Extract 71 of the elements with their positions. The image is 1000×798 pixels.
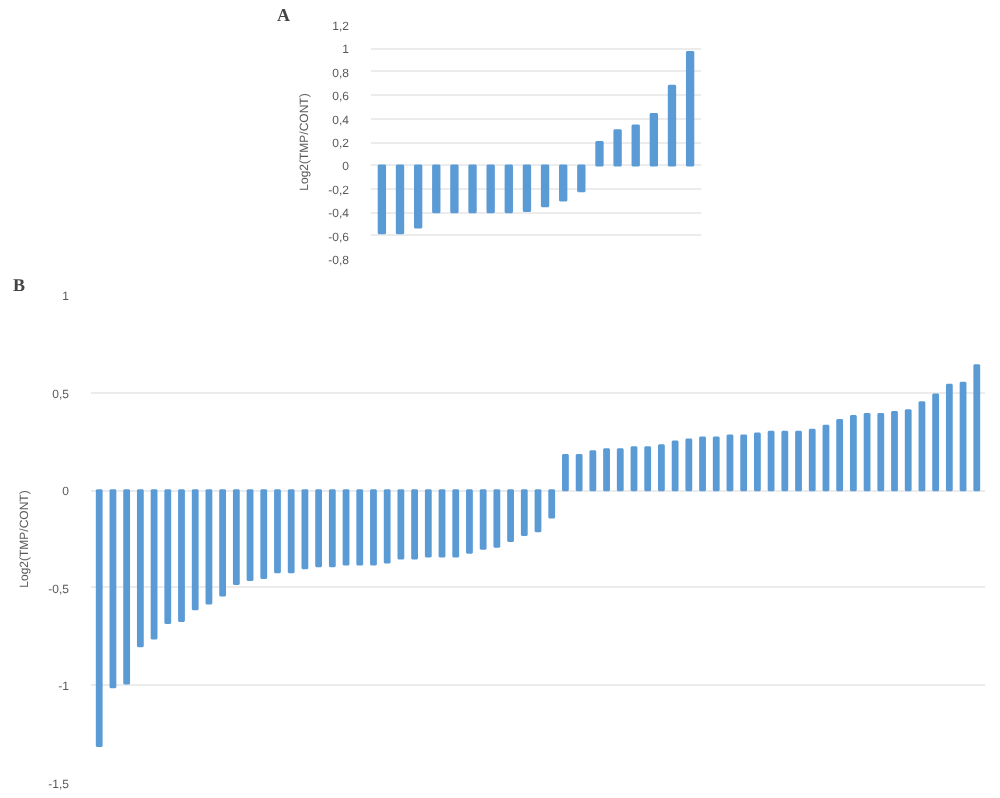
bar <box>795 430 802 492</box>
bar <box>356 489 364 566</box>
bar <box>849 415 857 492</box>
bar <box>413 164 423 229</box>
bar <box>397 489 405 560</box>
bar <box>383 489 391 564</box>
bar <box>699 436 706 492</box>
bar <box>432 164 441 214</box>
bar <box>595 141 604 167</box>
bar <box>411 489 418 560</box>
bar <box>287 489 295 574</box>
bar <box>836 418 844 492</box>
bar <box>548 489 556 519</box>
bar <box>685 50 695 167</box>
bar <box>877 413 885 492</box>
bar <box>671 440 679 492</box>
bar <box>932 393 940 492</box>
bar <box>219 489 227 597</box>
bar <box>452 489 460 558</box>
bar <box>973 364 981 492</box>
bar <box>274 489 281 574</box>
bar <box>808 428 816 492</box>
bar <box>589 450 597 492</box>
bar <box>603 448 610 492</box>
bar <box>164 489 172 624</box>
bar <box>178 489 185 622</box>
bar <box>450 164 459 214</box>
bar <box>644 446 652 492</box>
bar <box>613 129 622 167</box>
bar <box>507 489 514 542</box>
bar <box>395 164 405 235</box>
bar <box>315 489 323 568</box>
bar <box>945 383 953 492</box>
bar <box>123 489 131 685</box>
bar <box>631 124 640 167</box>
bar <box>520 489 528 537</box>
bar <box>136 489 144 648</box>
bar <box>712 436 720 492</box>
bar <box>486 164 495 214</box>
bar <box>260 489 268 580</box>
bar <box>232 489 240 585</box>
bar <box>753 432 761 492</box>
chart-title: B <box>13 275 26 295</box>
bar <box>559 164 568 202</box>
bar <box>658 444 665 492</box>
bar <box>575 454 583 492</box>
bar <box>540 164 550 208</box>
bar <box>191 489 199 611</box>
bar <box>891 411 898 492</box>
bar <box>649 112 659 167</box>
bar <box>493 489 501 548</box>
bar <box>534 489 542 533</box>
bar <box>522 164 532 213</box>
bar <box>685 438 693 492</box>
bar <box>504 164 513 214</box>
bar <box>95 489 103 747</box>
bar <box>616 448 624 492</box>
bar <box>781 430 789 492</box>
bar <box>904 409 912 492</box>
bar <box>468 164 477 214</box>
bar <box>370 489 377 566</box>
chart-title: A <box>277 5 291 25</box>
bar <box>577 164 586 193</box>
bar <box>667 84 677 167</box>
bar <box>562 454 569 492</box>
bar <box>740 434 748 492</box>
bar <box>424 489 432 558</box>
bar <box>328 489 336 568</box>
bar <box>377 164 387 235</box>
bar <box>479 489 487 550</box>
bar <box>466 489 473 554</box>
